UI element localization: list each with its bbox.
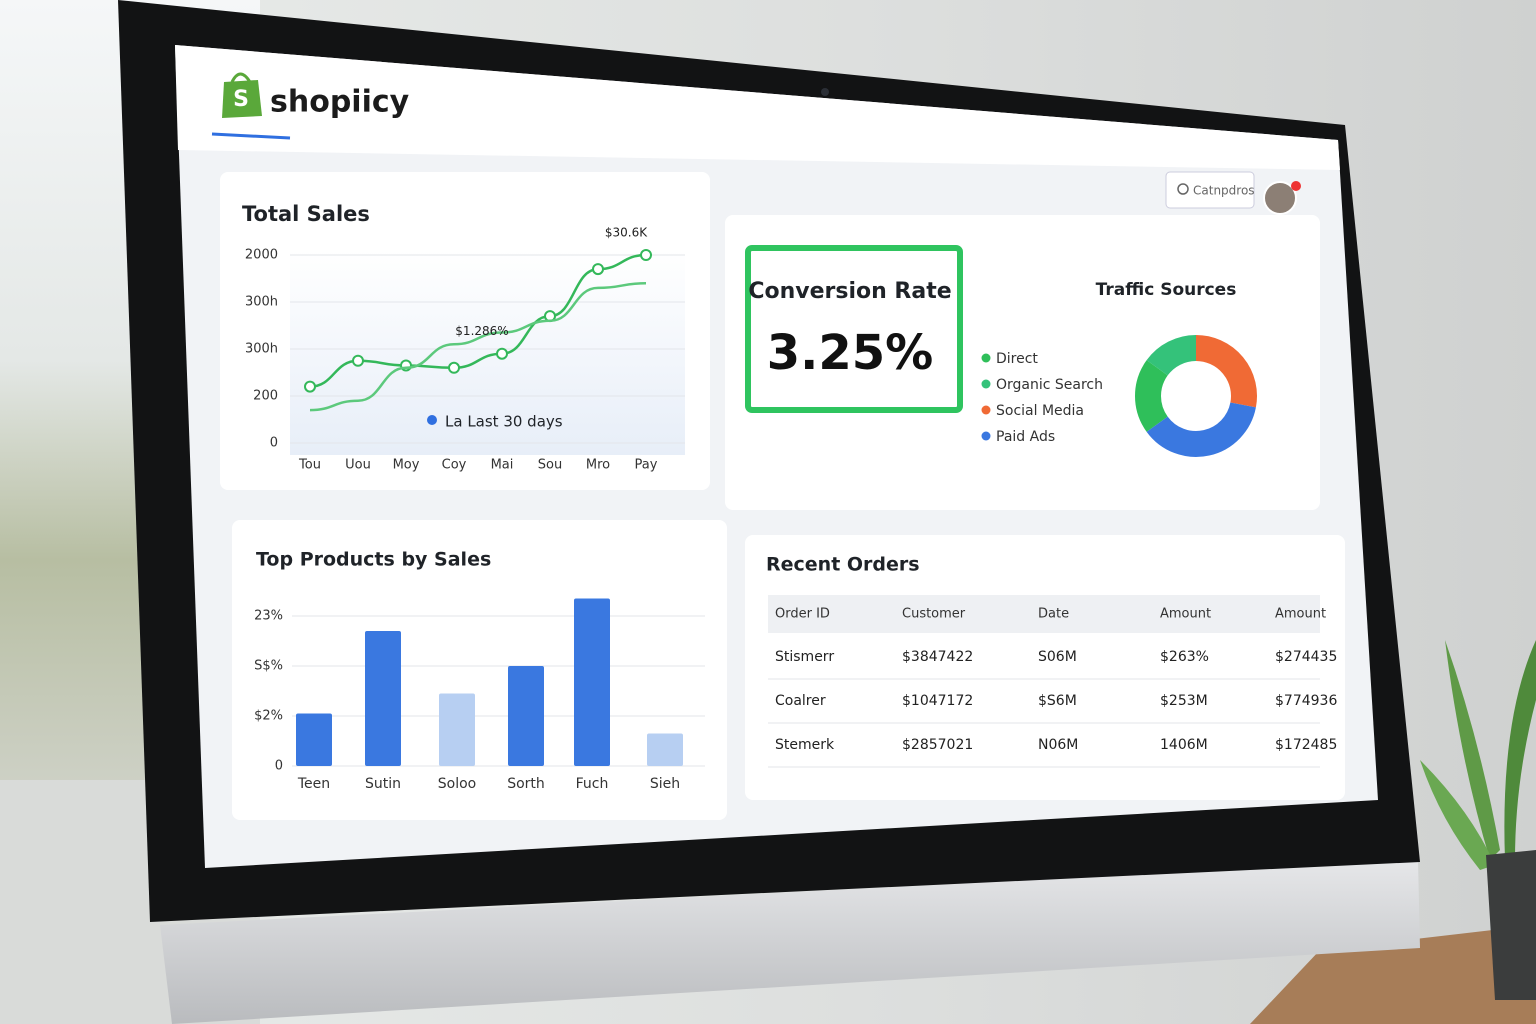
point [592,263,604,276]
panel-title: Traffic Sources [1096,280,1237,300]
table-cell: $172485 [1275,737,1337,753]
avatar[interactable] [1263,181,1297,215]
donut-segment [1146,401,1256,457]
x-tick-label: Coy [442,458,467,473]
point [640,249,652,261]
donut-segment [1146,335,1197,377]
svg-text:S: S [233,87,249,112]
table-cell: N06M [1038,737,1078,753]
x-tick-label: Sutin [365,776,401,792]
legend-label: Social Media [996,403,1084,419]
desk [1250,925,1536,1024]
bar [365,631,401,766]
table-cell: $2857021 [902,737,973,753]
bar [508,666,544,766]
line [309,281,647,412]
x-tick-label: Mai [491,458,514,473]
x-tick-label: Moy [393,458,420,473]
bar [439,693,475,766]
plot-area [290,250,685,455]
legend-dot [981,405,991,415]
x-tick-label: Soloo [438,776,476,792]
y-tick-label: 2000 [245,248,278,263]
legend-label: Organic Search [996,377,1103,393]
y-tick-label: S$% [254,659,283,674]
bar [574,598,610,766]
point [352,354,364,367]
y-tick-label: 0 [270,436,278,451]
search-placeholder: Catnpdros [1193,184,1255,198]
x-tick-label: Pay [635,458,658,473]
panel-title: Top Products by Sales [256,549,491,571]
point [496,347,508,360]
column-header: Customer [902,607,966,622]
y-tick-label: 300h [245,342,278,357]
conversion-title: Conversion Rate [748,279,951,304]
x-tick-label: Sou [538,458,562,473]
legend-dot [981,379,991,389]
brand: shopiicy [270,85,410,120]
conversion-card [745,245,963,413]
notification-dot [1291,181,1301,191]
logo: S [222,72,262,118]
column-header: Order ID [775,607,830,622]
panel-title: Total Sales [242,202,370,226]
donut-segment [1135,360,1169,432]
column-header: Amount [1160,607,1211,622]
bar [647,733,683,766]
table-cell: $S6M [1038,693,1077,709]
column-header: Amount [1275,607,1326,622]
y-tick-label: 23% [254,609,283,624]
panel-title: Recent Orders [766,554,920,576]
search-icon [1177,183,1189,195]
bar [296,713,332,766]
monitor-chin [160,860,1420,1024]
x-tick-label: Teen [297,776,330,792]
table-cell: $274435 [1275,649,1337,665]
point [448,361,460,374]
camera [821,88,829,96]
table-cell: $263% [1160,649,1209,665]
legend-dot [981,353,991,363]
x-tick-label: Fuch [576,776,609,792]
point [304,380,316,393]
y-tick-label: $2% [254,709,283,724]
y-tick-label: 200 [253,389,278,404]
table-header [768,595,1320,633]
y-tick-label: 300h [245,295,278,310]
table-cell: Stismerr [775,649,834,665]
conversion-value: 3.25% [767,325,934,381]
legend-label: La Last 30 days [445,413,563,431]
table-cell: $1047172 [902,693,973,709]
x-tick-label: Uou [345,458,371,473]
table-cell: $253M [1160,693,1208,709]
x-tick-label: Sieh [650,776,680,792]
table-cell: 1406M [1160,737,1208,753]
legend-dot [981,431,991,441]
search-box[interactable] [1165,171,1255,209]
legend-dot [427,415,437,425]
top-bar [175,45,1340,170]
legend-label: Paid Ads [996,429,1055,445]
legend-label: Direct [996,351,1038,367]
table-cell: $774936 [1275,693,1337,709]
annotation: $1.286% [455,324,508,338]
annotation: $30.6K [605,226,648,240]
nav-underline [211,132,291,140]
table-cell: Coalrer [775,693,826,709]
x-tick-label: Mro [586,458,610,473]
table-cell: S06M [1038,649,1077,665]
y-tick-label: 0 [275,759,283,774]
column-header: Date [1038,607,1069,622]
x-tick-label: Tou [298,458,321,473]
plant [1420,640,1536,1000]
donut-segment [1195,335,1257,408]
table-cell: Stemerk [775,737,835,753]
table-cell: $3847422 [902,649,973,665]
x-tick-label: Sorth [507,776,545,792]
